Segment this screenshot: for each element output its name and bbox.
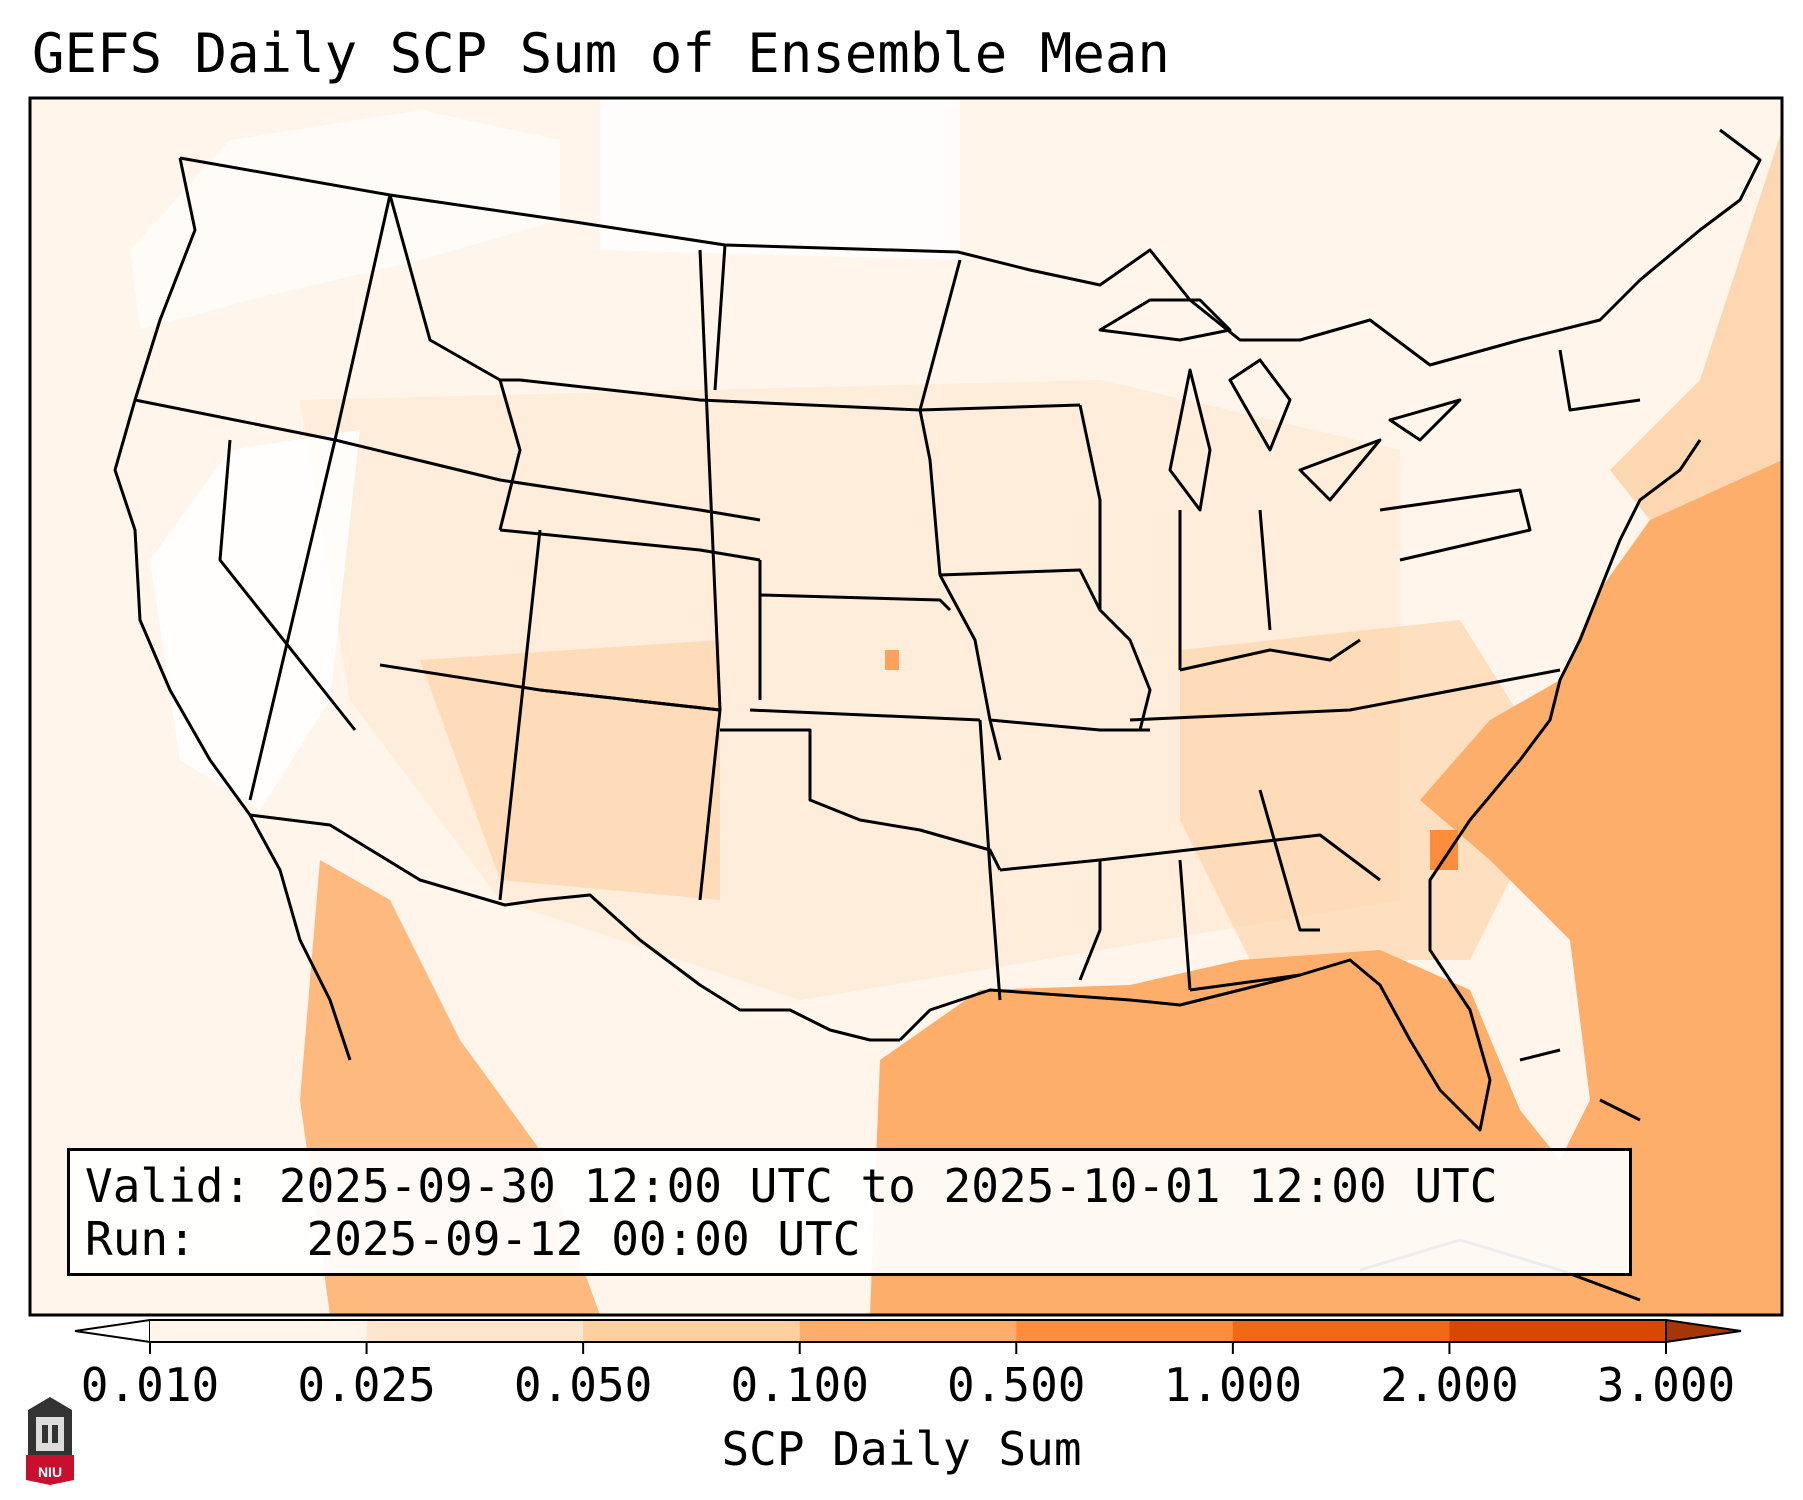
colorbar-tick-label: 0.010 xyxy=(80,1358,220,1412)
valid-label: Valid: xyxy=(85,1159,252,1213)
colorbar-extend-high xyxy=(1665,1318,1742,1344)
colorbar-tick-label: 2.000 xyxy=(1380,1358,1519,1412)
valid-line: Valid: 2025-09-30 12:00 UTC to 2025-10-0… xyxy=(85,1159,1497,1213)
valid-value: 2025-09-30 12:00 UTC to 2025-10-01 12:00… xyxy=(278,1159,1498,1213)
colorbar-label: SCP Daily Sum xyxy=(721,1422,1082,1476)
colorbar-segment xyxy=(366,1320,584,1342)
svg-text:NIU: NIU xyxy=(38,1464,62,1480)
colorbar-tick-label: 3.000 xyxy=(1596,1358,1736,1412)
colorbar-segment xyxy=(799,1320,1017,1342)
map-frame xyxy=(28,96,1784,1317)
scp-field xyxy=(30,98,1782,1315)
map-title: GEFS Daily SCP Sum of Ensemble Mean xyxy=(32,22,1170,85)
run-line: Run: 2025-09-12 00:00 UTC xyxy=(85,1212,860,1266)
niu-logo-icon: NIU xyxy=(26,1397,74,1485)
colorbar-segment xyxy=(150,1320,368,1342)
colorbar-outline xyxy=(150,1319,1666,1343)
colorbar-tick-label: 0.025 xyxy=(297,1358,436,1412)
colorbar-tick-label: 0.050 xyxy=(513,1358,653,1412)
colorbar-tick-label: 1.000 xyxy=(1163,1358,1303,1412)
colorbar-tick-label: 0.500 xyxy=(947,1358,1086,1412)
colorbar-segment xyxy=(583,1320,801,1342)
run-label: Run: xyxy=(85,1212,196,1266)
colorbar-extend-low xyxy=(74,1318,151,1344)
colorbar-segment xyxy=(1016,1320,1234,1342)
run-value: 2025-09-12 00:00 UTC xyxy=(306,1212,861,1266)
colorbar-segment xyxy=(1449,1320,1667,1342)
info-box: Valid: 2025-09-30 12:00 UTC to 2025-10-0… xyxy=(67,1148,1632,1276)
colorbar-tick-label: 0.100 xyxy=(730,1358,869,1412)
colorbar-segment xyxy=(1232,1320,1450,1342)
map-boundaries xyxy=(113,128,1762,1302)
colorbar xyxy=(74,1318,1742,1354)
